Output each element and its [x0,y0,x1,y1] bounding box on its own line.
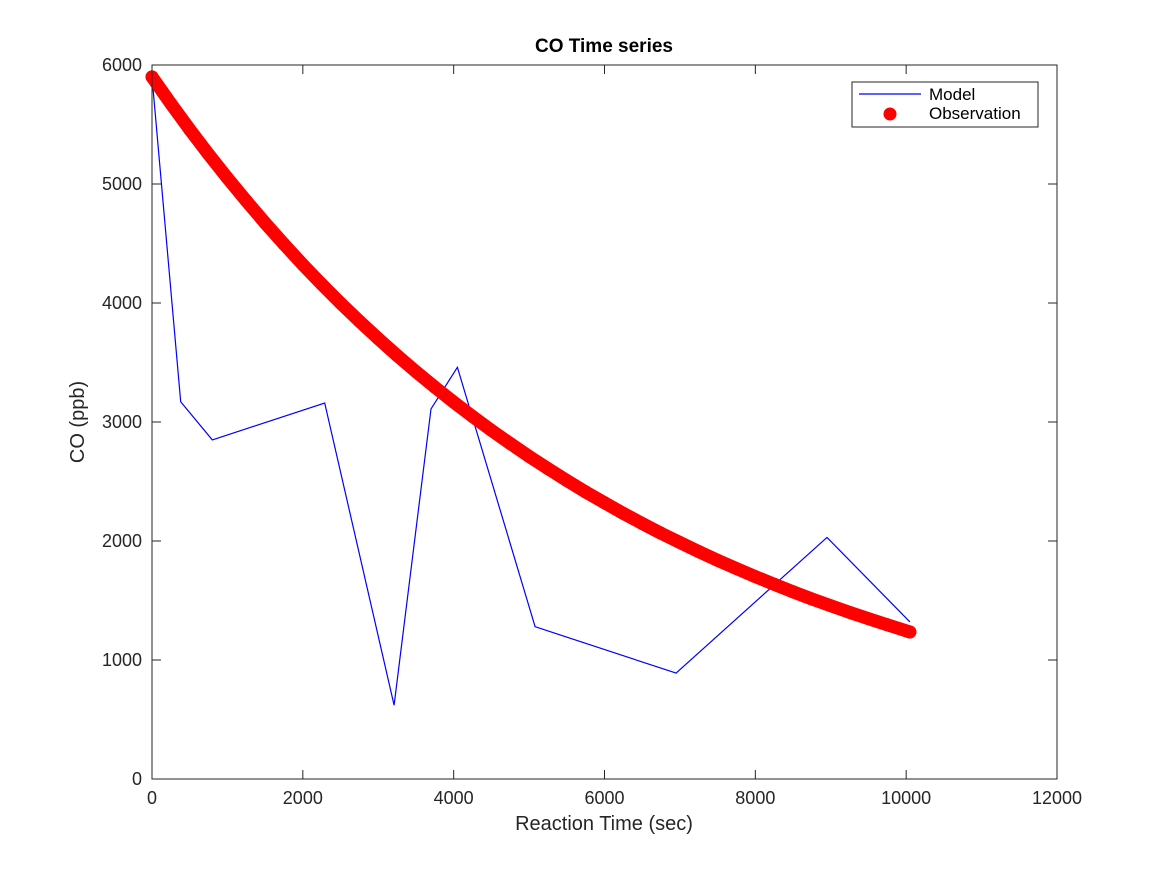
data-point-observation [390,349,404,362]
axes-ticks: 0 2000 4000 6000 8000 10000 12000 0 1000 2000 3000… [102,55,1082,808]
data-point-observation [843,605,857,619]
data-point-observation [767,577,781,591]
data-point-observation [748,570,762,584]
data-point-observation [880,618,894,632]
data-point-observation [220,171,234,185]
data-point-observation [598,496,611,510]
data-point-observation [447,395,461,409]
data-point-observation [258,216,272,230]
data-point-observation [541,462,555,476]
data-point-observation [673,536,687,549]
x-tick-label: 10000 [881,788,931,808]
y-tick-label: 5000 [102,174,142,194]
x-tick-label: 4000 [434,788,474,808]
data-point-observation [560,474,574,487]
y-tick-label: 1000 [102,650,142,670]
data-point-observation [824,599,838,613]
x-tick-label: 0 [147,788,157,808]
data-point-observation [692,545,706,559]
data-point-observation [315,277,329,291]
y-axis-label: CO (ppb) [67,381,89,463]
data-point-observation [635,517,649,530]
data-point-observation [164,97,178,111]
data-point-observation [183,123,197,136]
data-point-observation [484,423,498,437]
y-tick-label: 2000 [102,531,142,551]
data-point-observation [579,485,593,499]
data-point-observation [466,409,479,423]
x-tick-label: 12000 [1032,788,1082,808]
data-point-observation [805,592,819,606]
data-point-observation [277,237,291,251]
data-point-observation [730,562,743,576]
data-point-observation [409,365,423,379]
data-point-observation [334,296,347,310]
x-tick-label: 6000 [584,788,624,808]
plot-frame [151,64,1058,780]
legend-swatch-observation [883,107,897,121]
series-line-model [151,76,911,706]
plot-content [145,70,917,706]
x-tick-label: 2000 [283,788,323,808]
data-point-observation [296,258,310,272]
data-point-observation [654,526,668,540]
legend-box [851,81,1039,128]
data-point-observation [862,612,875,626]
data-point-observation [616,506,630,520]
data-point-observation [239,194,253,208]
data-point-observation [371,332,385,346]
data-point-observation [428,380,442,394]
data-point-observation [202,147,216,161]
data-point-observation [352,314,366,328]
legend-label-observation: Observation [929,104,1021,123]
data-point-observation [503,437,517,450]
x-tick-label: 8000 [735,788,775,808]
y-tick-label: 0 [132,769,142,789]
y-tick-label: 3000 [102,412,142,432]
chart-title: CO Time series [535,36,673,57]
data-point-observation [786,585,800,599]
legend-label-model: Model [929,85,975,104]
series-band-observation [145,70,917,639]
data-point-observation [522,449,536,463]
y-tick-label: 6000 [102,55,142,75]
y-tick-label: 4000 [102,293,142,313]
data-point-observation [903,625,917,639]
data-point-observation [711,553,725,567]
x-axis-label: Reaction Time (sec) [515,813,693,835]
